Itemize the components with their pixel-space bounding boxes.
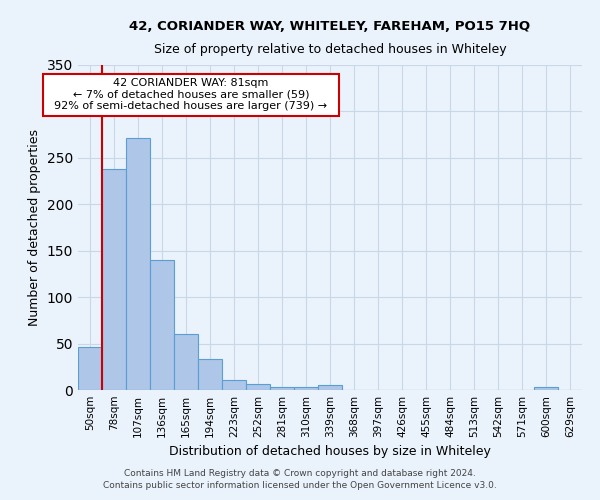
Bar <box>174 334 198 390</box>
Bar <box>246 384 270 390</box>
Bar <box>270 387 294 390</box>
Bar <box>126 138 150 390</box>
X-axis label: Distribution of detached houses by size in Whiteley: Distribution of detached houses by size … <box>169 446 491 458</box>
Bar <box>222 380 246 390</box>
Bar <box>294 387 318 390</box>
Bar <box>102 169 126 390</box>
Bar <box>150 260 174 390</box>
Text: Contains public sector information licensed under the Open Government Licence v3: Contains public sector information licen… <box>103 481 497 490</box>
Bar <box>318 386 342 390</box>
Bar <box>534 387 558 390</box>
Text: Size of property relative to detached houses in Whiteley: Size of property relative to detached ho… <box>154 42 506 56</box>
Text: 42 CORIANDER WAY: 81sqm  
  ← 7% of detached houses are smaller (59)  
  92% of : 42 CORIANDER WAY: 81sqm ← 7% of detached… <box>47 78 334 111</box>
Bar <box>78 348 102 390</box>
Text: 42, CORIANDER WAY, WHITELEY, FAREHAM, PO15 7HQ: 42, CORIANDER WAY, WHITELEY, FAREHAM, PO… <box>130 20 530 33</box>
Y-axis label: Number of detached properties: Number of detached properties <box>28 129 41 326</box>
Text: Contains HM Land Registry data © Crown copyright and database right 2024.: Contains HM Land Registry data © Crown c… <box>124 468 476 477</box>
Bar <box>198 360 222 390</box>
